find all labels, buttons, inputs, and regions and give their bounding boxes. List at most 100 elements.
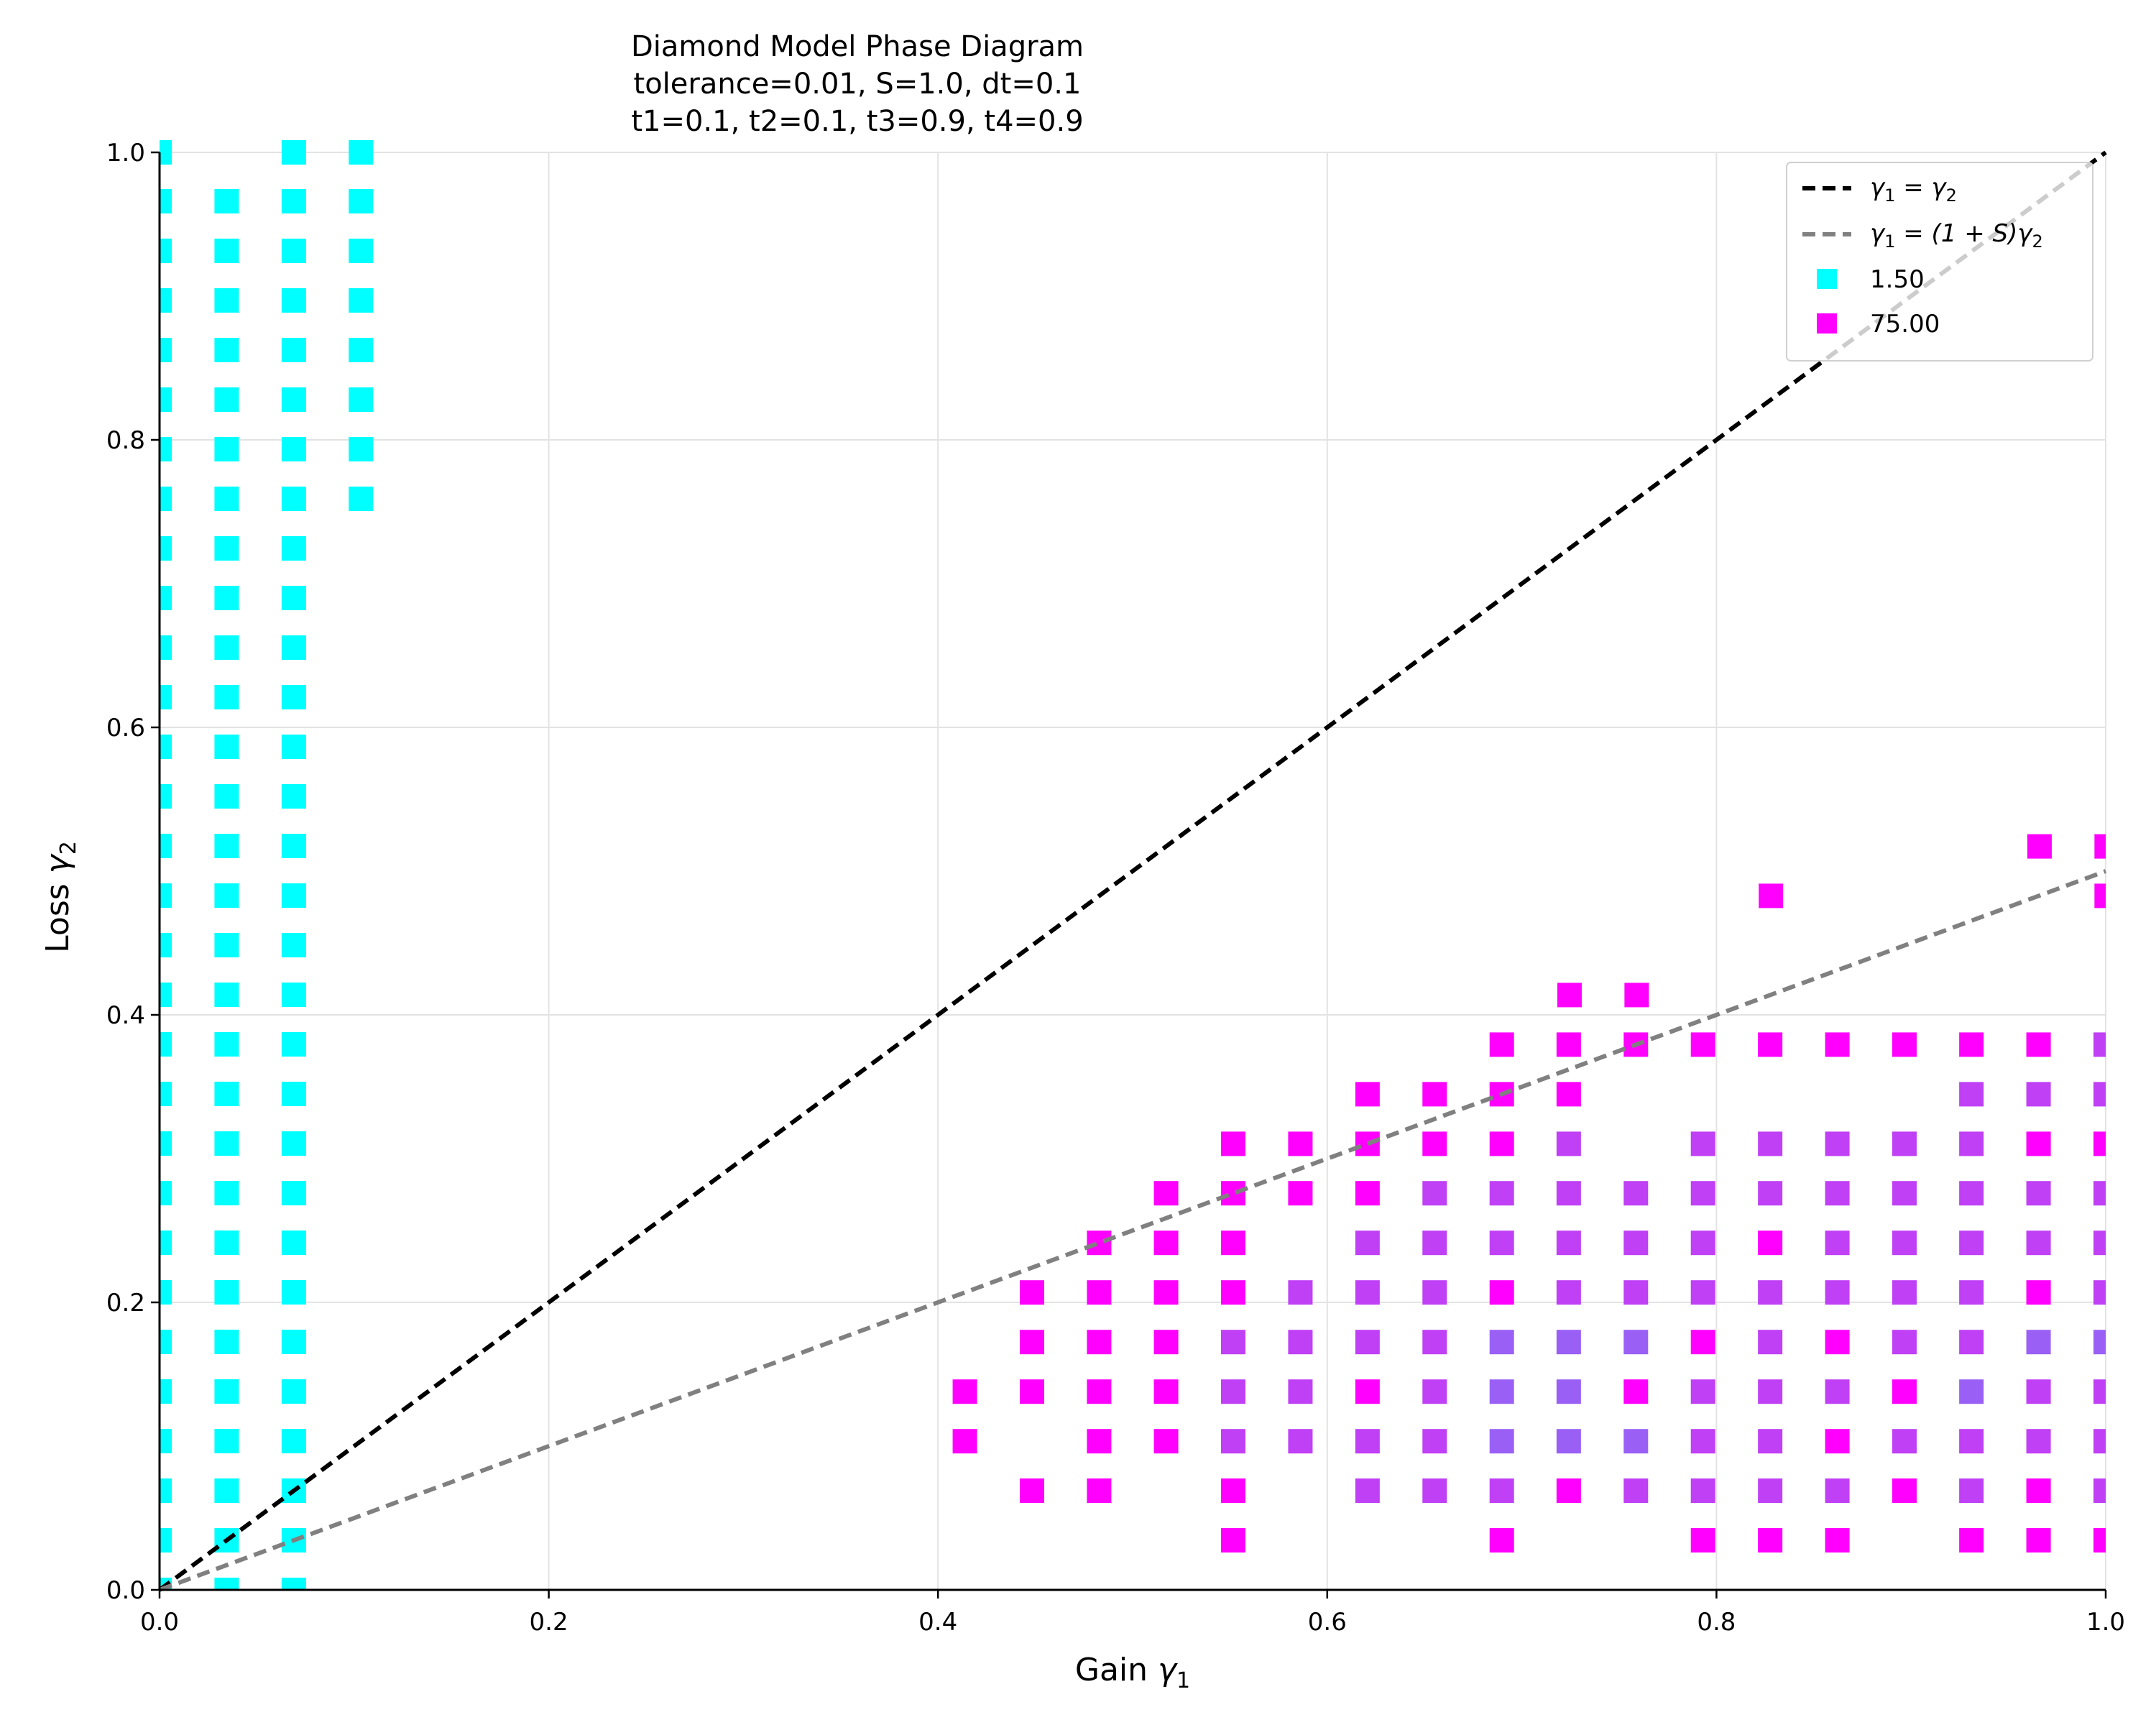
data-point-cyan: [160, 784, 172, 809]
data-point: [1087, 1429, 1112, 1454]
data-point: [1422, 1478, 1447, 1503]
data-point: [1355, 1082, 1380, 1107]
data-point: [1355, 1478, 1380, 1503]
data-point: [2094, 883, 2106, 908]
data-point: [2093, 1230, 2106, 1256]
x-tick-label: 0.8: [1697, 1608, 1736, 1637]
data-point: [1690, 1032, 1715, 1057]
data-point: [1422, 1230, 1447, 1256]
data-point: [2026, 1429, 2051, 1454]
data-point-cyan: [281, 933, 306, 957]
data-point: [1355, 1429, 1380, 1454]
data-point-cyan: [281, 288, 306, 313]
data-point: [952, 1379, 977, 1404]
data-point: [1153, 1330, 1179, 1355]
data-point-cyan: [214, 288, 239, 313]
data-point: [1758, 1379, 1783, 1404]
data-point-cyan: [214, 1379, 239, 1404]
data-point-cyan: [281, 983, 306, 1007]
data-point: [2093, 1330, 2106, 1355]
data-point: [1087, 1379, 1112, 1404]
data-point-cyan: [349, 189, 374, 213]
reference-line-2: [158, 869, 2107, 1592]
data-point-cyan: [160, 1280, 172, 1305]
data-point: [2093, 1429, 2106, 1454]
data-point: [1690, 1379, 1715, 1404]
data-point-cyan: [160, 1181, 172, 1205]
data-point: [1087, 1478, 1112, 1503]
data-point: [1288, 1280, 1313, 1305]
data-point: [1489, 1280, 1514, 1305]
data-point-cyan: [281, 437, 306, 461]
data-point-cyan: [281, 735, 306, 759]
data-point-cyan: [160, 635, 172, 660]
data-point-cyan: [281, 239, 306, 263]
data-point-cyan: [160, 387, 172, 412]
data-point: [1153, 1181, 1179, 1206]
data-point: [2026, 1131, 2051, 1156]
data-point: [2026, 1032, 2051, 1057]
data-point: [1422, 1082, 1447, 1107]
data-point-cyan: [281, 387, 306, 412]
data-point: [1825, 1429, 1850, 1454]
data-point: [1556, 1131, 1581, 1156]
data-point: [1959, 1528, 1984, 1552]
data-point-cyan: [160, 1379, 172, 1404]
data-point: [1959, 1379, 1984, 1404]
data-point-cyan: [349, 437, 374, 461]
data-point-cyan: [281, 1379, 306, 1404]
data-point-cyan: [160, 983, 172, 1007]
data-point: [1758, 1230, 1783, 1256]
data-point: [2093, 1032, 2106, 1057]
title-line-3: t1=0.1, t2=0.1, t3=0.9, t4=0.9: [631, 105, 1083, 138]
data-point: [2093, 1379, 2106, 1404]
data-point-cyan: [214, 239, 239, 263]
data-point-cyan: [214, 983, 239, 1007]
data-point-cyan: [281, 189, 306, 213]
data-point: [1355, 1379, 1380, 1404]
data-point-cyan: [281, 883, 306, 908]
data-point: [1556, 1379, 1581, 1404]
data-point: [2093, 1131, 2106, 1156]
data-point-cyan: [281, 784, 306, 809]
data-point: [1556, 1330, 1581, 1355]
data-point-cyan: [281, 586, 306, 610]
data-point: [1221, 1181, 1246, 1206]
data-point: [1221, 1528, 1246, 1552]
grid: [159, 152, 2106, 1591]
data-point-cyan: [160, 834, 172, 858]
data-point: [1221, 1131, 1246, 1156]
data-point: [1892, 1379, 1917, 1404]
legend-marker-label: 75.00: [1870, 310, 1940, 339]
data-point: [1288, 1429, 1313, 1454]
data-point: [1959, 1082, 1984, 1107]
data-point-cyan: [160, 239, 172, 263]
data-point: [1959, 1478, 1984, 1503]
data-point: [1623, 1181, 1649, 1206]
data-point: [1556, 1429, 1581, 1454]
data-point: [1422, 1280, 1447, 1305]
reference-line-1: [158, 150, 2107, 1592]
data-point: [1892, 1478, 1917, 1503]
data-point: [2093, 1181, 2106, 1206]
data-point: [1153, 1280, 1179, 1305]
data-point-cyan: [214, 437, 239, 461]
data-point: [1556, 1230, 1581, 1256]
data-point: [2026, 1280, 2051, 1305]
data-point: [1825, 1280, 1850, 1305]
data-point: [1959, 1280, 1984, 1305]
data-point-cyan: [349, 288, 374, 313]
data-point-cyan: [214, 1478, 239, 1503]
data-point: [1825, 1379, 1850, 1404]
data-point: [1355, 1230, 1380, 1256]
data-point-cyan: [160, 1429, 172, 1453]
data-point: [1355, 1131, 1380, 1156]
data-point: [1288, 1131, 1313, 1156]
data-point: [1758, 1528, 1783, 1552]
data-point-cyan: [281, 1330, 306, 1354]
data-point-cyan: [214, 1280, 239, 1305]
data-point-cyan: [214, 1330, 239, 1354]
data-point-cyan: [281, 834, 306, 858]
data-point-cyan: [281, 635, 306, 660]
data-point-cyan: [214, 883, 239, 908]
